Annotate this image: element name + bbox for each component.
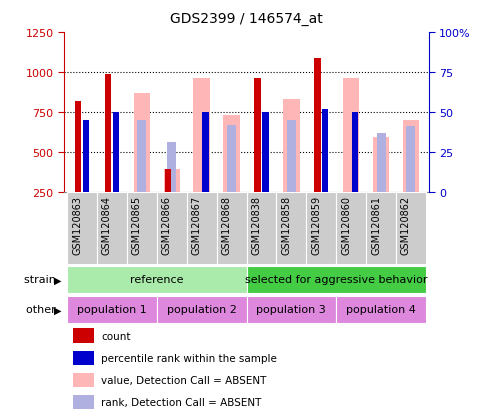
Bar — [134, 93, 150, 192]
Text: population 4: population 4 — [346, 304, 416, 314]
Text: GSM120861: GSM120861 — [371, 196, 381, 254]
FancyBboxPatch shape — [73, 395, 94, 409]
Text: reference: reference — [130, 274, 183, 284]
FancyBboxPatch shape — [157, 192, 187, 264]
Text: GSM120862: GSM120862 — [401, 196, 411, 255]
Text: GSM120866: GSM120866 — [162, 196, 172, 254]
Text: percentile rank within the sample: percentile rank within the sample — [101, 353, 277, 363]
Bar — [227, 125, 236, 192]
FancyBboxPatch shape — [277, 192, 306, 264]
Text: other: other — [26, 305, 59, 315]
Bar — [75, 102, 81, 192]
FancyBboxPatch shape — [67, 192, 97, 264]
Text: GSM120858: GSM120858 — [282, 196, 291, 255]
Bar — [167, 143, 176, 192]
FancyBboxPatch shape — [73, 373, 94, 387]
Bar — [403, 121, 419, 192]
Text: GSM120863: GSM120863 — [72, 196, 82, 254]
FancyBboxPatch shape — [246, 297, 336, 323]
Text: population 2: population 2 — [167, 304, 237, 314]
Text: value, Detection Call = ABSENT: value, Detection Call = ABSENT — [101, 375, 266, 385]
Text: GSM120859: GSM120859 — [311, 196, 321, 255]
FancyBboxPatch shape — [97, 192, 127, 264]
Text: GSM120838: GSM120838 — [251, 196, 261, 254]
Bar — [112, 113, 119, 192]
FancyBboxPatch shape — [336, 297, 426, 323]
Bar — [373, 138, 389, 192]
Text: strain: strain — [24, 275, 59, 285]
Bar — [138, 121, 146, 192]
Bar — [287, 121, 296, 192]
Bar — [322, 109, 328, 192]
Bar — [83, 121, 89, 192]
FancyBboxPatch shape — [187, 192, 216, 264]
Text: ▶: ▶ — [54, 305, 62, 315]
Bar — [343, 79, 359, 192]
Text: rank, Detection Call = ABSENT: rank, Detection Call = ABSENT — [101, 397, 261, 407]
FancyBboxPatch shape — [396, 192, 426, 264]
FancyBboxPatch shape — [246, 192, 277, 264]
Bar — [105, 74, 111, 192]
Bar — [164, 170, 180, 192]
FancyBboxPatch shape — [127, 192, 157, 264]
Text: GSM120865: GSM120865 — [132, 196, 142, 255]
Bar — [262, 113, 269, 192]
FancyBboxPatch shape — [67, 266, 246, 294]
Bar — [165, 170, 171, 192]
FancyBboxPatch shape — [67, 297, 157, 323]
Bar — [406, 127, 416, 192]
Text: GSM120864: GSM120864 — [102, 196, 112, 254]
Text: GSM120860: GSM120860 — [341, 196, 351, 254]
FancyBboxPatch shape — [366, 192, 396, 264]
Bar — [283, 100, 300, 192]
Text: population 1: population 1 — [77, 304, 147, 314]
FancyBboxPatch shape — [306, 192, 336, 264]
Bar — [223, 116, 240, 192]
Text: GDS2399 / 146574_at: GDS2399 / 146574_at — [170, 12, 323, 26]
FancyBboxPatch shape — [336, 192, 366, 264]
Text: population 3: population 3 — [256, 304, 326, 314]
FancyBboxPatch shape — [246, 266, 426, 294]
Text: count: count — [101, 331, 131, 341]
Text: ▶: ▶ — [54, 275, 62, 285]
Bar — [314, 59, 320, 192]
Bar — [377, 133, 386, 192]
FancyBboxPatch shape — [73, 329, 94, 343]
Text: selected for aggressive behavior: selected for aggressive behavior — [245, 274, 427, 284]
Bar — [193, 79, 210, 192]
FancyBboxPatch shape — [73, 351, 94, 365]
FancyBboxPatch shape — [157, 297, 246, 323]
Text: GSM120868: GSM120868 — [221, 196, 232, 254]
Bar — [202, 113, 209, 192]
FancyBboxPatch shape — [216, 192, 246, 264]
Bar — [352, 113, 358, 192]
Bar — [254, 79, 261, 192]
Text: GSM120867: GSM120867 — [192, 196, 202, 255]
